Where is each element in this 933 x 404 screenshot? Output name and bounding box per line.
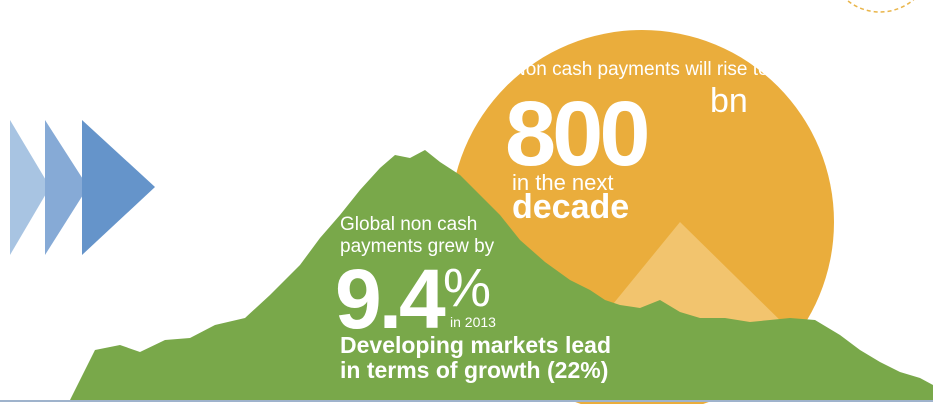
dashed-circle (845, 0, 915, 13)
sun-line3: decade (512, 188, 629, 226)
sun-amount: 800 (505, 83, 647, 185)
mountain-line2: payments grew by (340, 236, 495, 257)
mountain-year: in 2013 (450, 314, 496, 330)
arrows (10, 120, 155, 255)
sun-unit: bn (710, 82, 748, 120)
sun-line2: in the next (512, 170, 614, 195)
sun-intro: Non cash payments will rise to (512, 59, 769, 80)
mountain (70, 150, 933, 400)
mountain-note1: Developing markets lead (340, 332, 611, 358)
mountain-note2: in terms of growth (22%) (340, 357, 608, 383)
mountain-line1: Global non cash (340, 214, 477, 235)
mountain-percent: % (443, 258, 491, 318)
light-peak (600, 222, 790, 330)
mountain-rate: 9.4 (335, 252, 446, 346)
